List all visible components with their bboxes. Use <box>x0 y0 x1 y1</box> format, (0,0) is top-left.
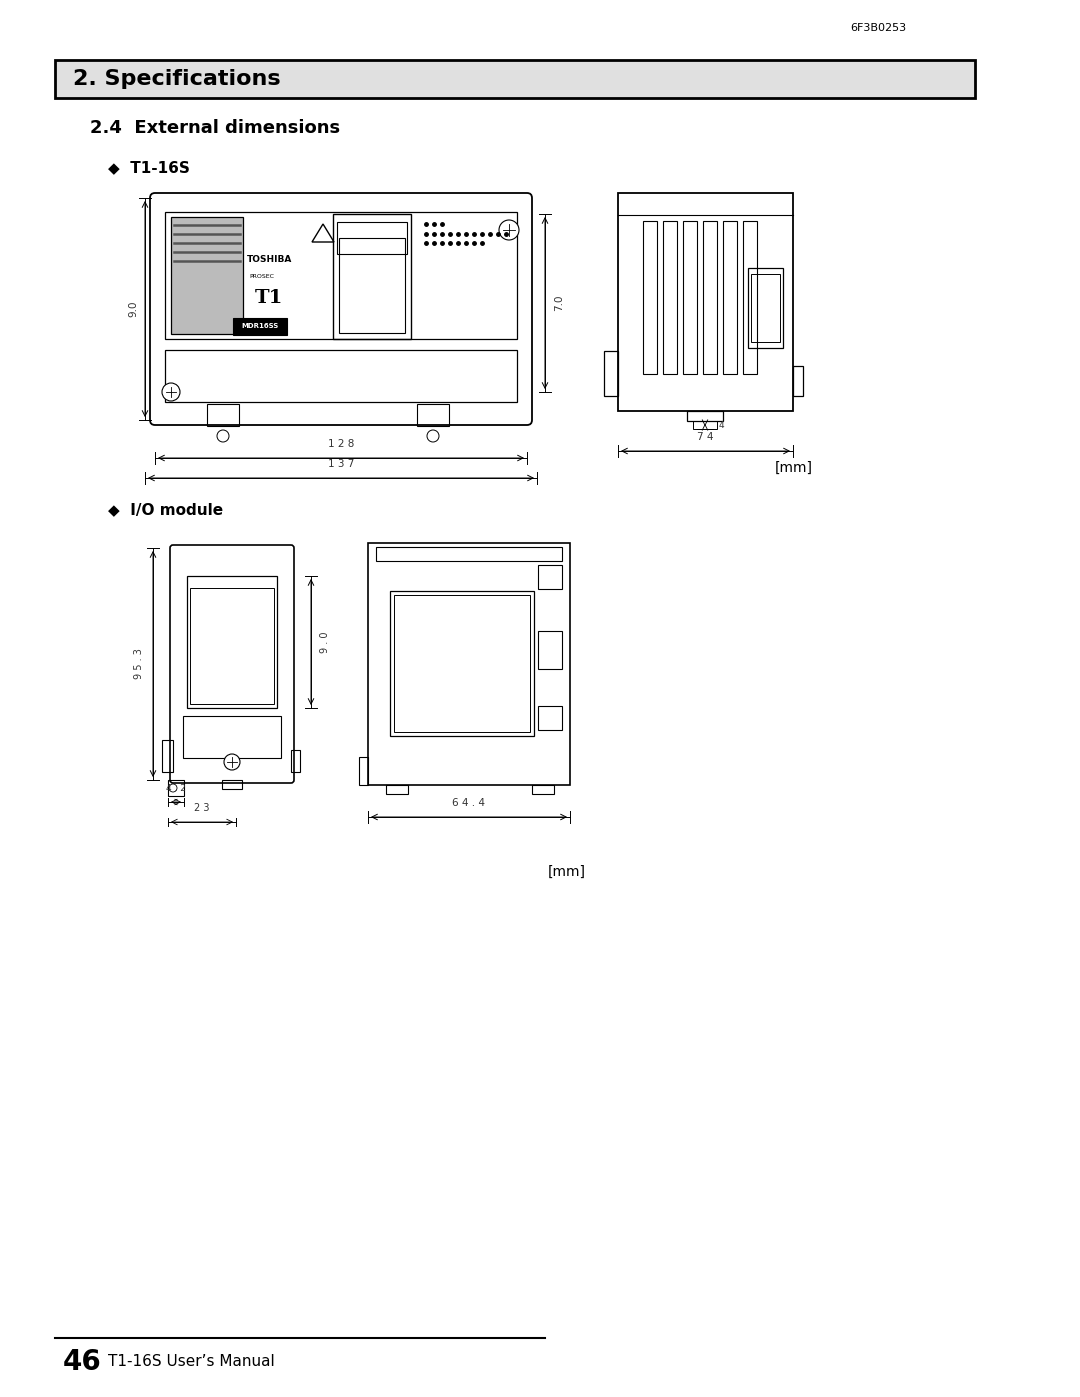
Text: 4 . 2: 4 . 2 <box>166 784 186 793</box>
Bar <box>538 705 562 731</box>
Bar <box>663 221 677 374</box>
Text: 2 3: 2 3 <box>194 803 210 813</box>
Bar <box>683 221 697 374</box>
Bar <box>339 237 405 332</box>
Bar <box>751 274 780 342</box>
Text: T1: T1 <box>255 289 283 307</box>
Circle shape <box>162 383 180 401</box>
Text: [mm]: [mm] <box>548 865 586 879</box>
Text: PROSEC: PROSEC <box>249 274 274 279</box>
Bar <box>162 740 173 773</box>
Bar <box>538 631 562 669</box>
Bar <box>793 366 804 395</box>
Bar <box>337 222 407 254</box>
Bar <box>183 717 281 759</box>
Text: 1 3 7: 1 3 7 <box>328 460 354 469</box>
Bar <box>743 221 757 374</box>
Bar <box>168 780 184 796</box>
Bar <box>693 420 717 429</box>
Bar <box>368 543 570 785</box>
Text: T1-16S User’s Manual: T1-16S User’s Manual <box>108 1355 274 1369</box>
Bar <box>532 785 554 793</box>
Bar <box>604 351 618 395</box>
FancyBboxPatch shape <box>170 545 294 782</box>
Bar <box>207 404 239 426</box>
Bar <box>618 193 793 411</box>
Circle shape <box>499 219 519 240</box>
FancyBboxPatch shape <box>150 193 532 425</box>
Text: TOSHIBA: TOSHIBA <box>247 256 293 264</box>
Text: 4: 4 <box>719 420 725 429</box>
Text: MDR16SS: MDR16SS <box>241 323 279 330</box>
Circle shape <box>427 430 438 441</box>
Text: 2. Specifications: 2. Specifications <box>73 68 281 89</box>
Bar <box>417 404 449 426</box>
Bar <box>394 595 530 732</box>
Text: 7 4: 7 4 <box>698 432 714 441</box>
Bar <box>538 564 562 590</box>
Bar <box>190 588 274 704</box>
Bar <box>291 750 300 773</box>
Text: 2.4  External dimensions: 2.4 External dimensions <box>90 119 340 137</box>
Bar <box>687 411 723 420</box>
Bar <box>333 214 411 339</box>
Circle shape <box>168 784 177 792</box>
Bar <box>643 221 657 374</box>
Text: [mm]: [mm] <box>775 461 813 475</box>
Text: 46: 46 <box>63 1348 102 1376</box>
Text: 6F3B0253: 6F3B0253 <box>850 22 906 34</box>
Text: ◆  I/O module: ◆ I/O module <box>108 503 224 517</box>
Text: 7.0: 7.0 <box>554 295 564 312</box>
Circle shape <box>224 754 240 770</box>
Bar <box>222 780 242 789</box>
Circle shape <box>217 430 229 441</box>
Bar <box>165 212 517 339</box>
Bar <box>376 548 562 562</box>
Bar <box>390 591 534 736</box>
Text: 9 5 . 3: 9 5 . 3 <box>134 648 144 679</box>
Bar <box>386 785 408 793</box>
Text: ◆  T1-16S: ◆ T1-16S <box>108 161 190 176</box>
Bar <box>748 268 783 348</box>
Bar <box>359 757 368 785</box>
Text: 6 4 . 4: 6 4 . 4 <box>453 798 486 807</box>
Bar <box>723 221 737 374</box>
Bar <box>187 576 276 708</box>
Bar <box>703 221 717 374</box>
Bar <box>55 60 975 98</box>
Bar <box>171 217 243 334</box>
Bar <box>165 351 517 402</box>
Bar <box>233 319 287 335</box>
Text: 9.0: 9.0 <box>129 300 138 317</box>
Polygon shape <box>312 224 334 242</box>
Text: 9 . 0: 9 . 0 <box>320 631 330 652</box>
Text: 1 2 8: 1 2 8 <box>328 439 354 448</box>
